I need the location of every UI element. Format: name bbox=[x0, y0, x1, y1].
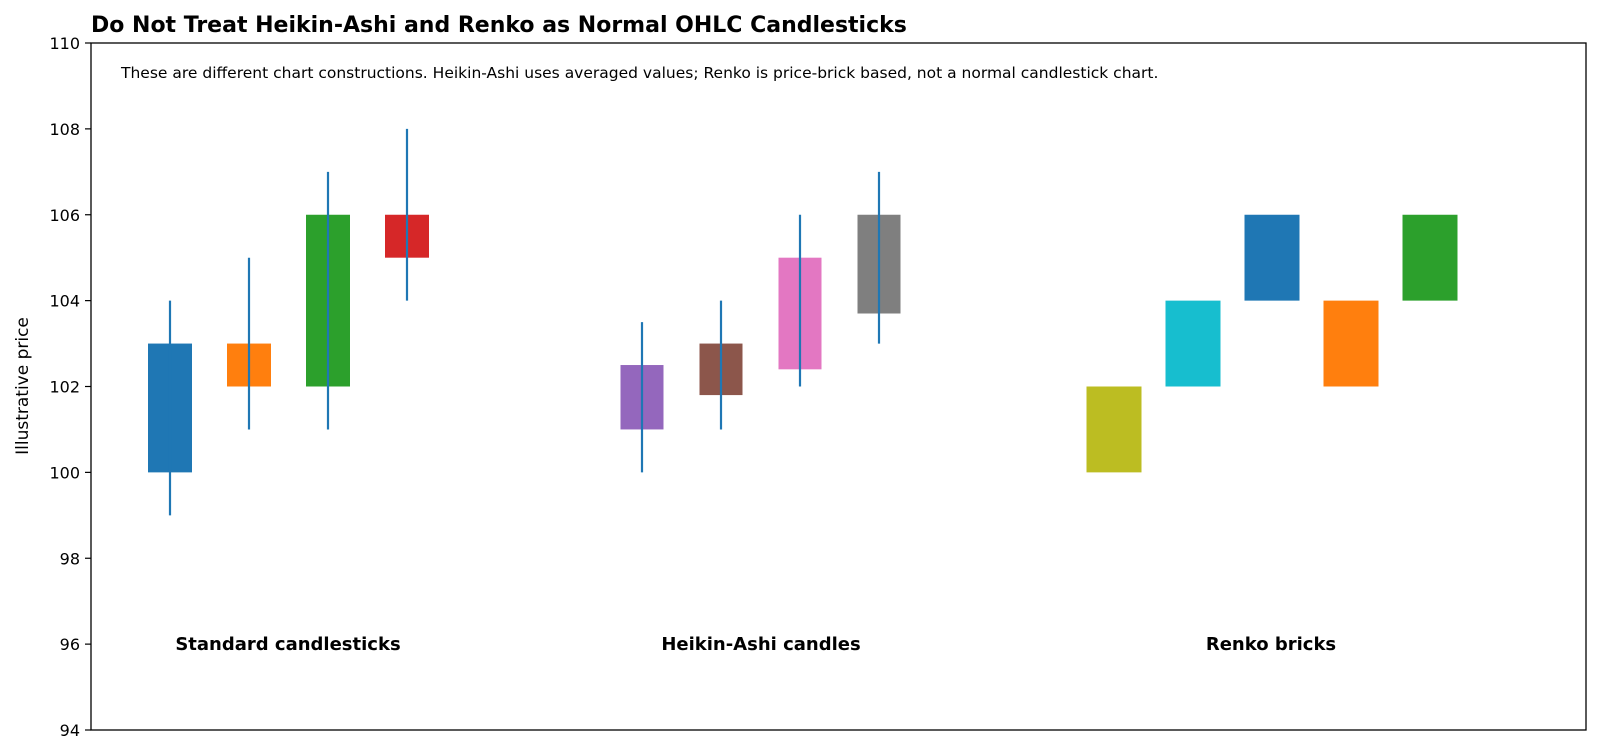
renko-brick bbox=[1165, 300, 1221, 387]
y-axis-label: Illustrative price bbox=[13, 317, 33, 455]
y-tick-label: 108 bbox=[49, 120, 80, 139]
y-tick-label: 100 bbox=[49, 463, 80, 482]
chart-marks bbox=[148, 128, 1458, 516]
group-label: Standard candlesticks bbox=[175, 634, 400, 655]
renko-brick bbox=[1402, 214, 1458, 301]
y-tick-label: 94 bbox=[60, 721, 80, 740]
group-label: Heikin-Ashi candles bbox=[661, 634, 860, 655]
group-labels: Standard candlesticks Heikin-Ashi candles… bbox=[175, 634, 1336, 655]
y-tick-label: 110 bbox=[49, 34, 80, 53]
renko-brick bbox=[1244, 214, 1300, 301]
y-tick-label: 104 bbox=[49, 292, 80, 311]
renko-brick bbox=[1086, 386, 1142, 473]
y-tick-label: 98 bbox=[60, 549, 80, 568]
renko-brick bbox=[1323, 300, 1379, 387]
y-tick-label: 102 bbox=[49, 378, 80, 397]
y-tick-label: 96 bbox=[60, 635, 80, 654]
chart-title: Do Not Treat Heikin-Ashi and Renko as No… bbox=[91, 13, 907, 38]
axes: 94 96 98 100 102 104 106 108 110 bbox=[49, 34, 1587, 740]
group-label: Renko bricks bbox=[1206, 634, 1336, 655]
y-tick-label: 106 bbox=[49, 206, 80, 225]
chart-annotation: These are different chart constructions.… bbox=[120, 64, 1158, 82]
